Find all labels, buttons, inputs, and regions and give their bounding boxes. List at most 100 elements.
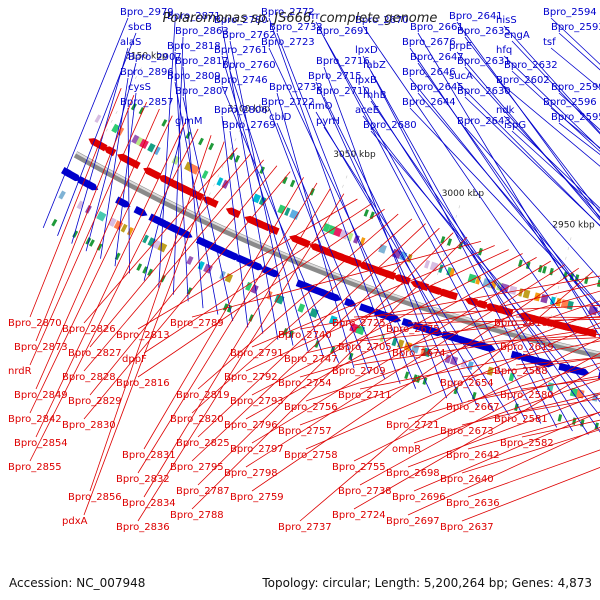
backbone-arc [73, 151, 600, 359]
leader-line-reverse [461, 392, 600, 426]
gene-label-forward: Bpro_2643 [457, 116, 511, 127]
gene-label-reverse: Bpro_2829 [68, 396, 122, 407]
cog-block [108, 217, 117, 227]
rna-mark [330, 346, 336, 354]
gene-label-reverse: Bpro_2834 [122, 498, 176, 509]
gene-label-reverse: Bpro_2724 [332, 510, 386, 521]
cog-block [508, 285, 518, 296]
gene-label-reverse: nrdR [8, 366, 32, 377]
kbp-label: 3000 kbp [442, 189, 485, 199]
gene-label-forward: Bpro_2723 [261, 37, 315, 48]
leader-line-forward [221, 25, 279, 340]
gene-label-reverse: Bpro_2820 [170, 414, 224, 425]
gene-label-forward: Bpro_2599 [551, 82, 600, 93]
gene-label-reverse: Bpro_2836 [116, 522, 170, 533]
rna-mark [369, 211, 375, 220]
gene-label-forward: ndk [496, 105, 515, 116]
gene-label-forward: frr [308, 11, 320, 22]
cog-block [446, 266, 452, 276]
leader-line-forward [71, 47, 129, 244]
cog-block [274, 294, 285, 305]
gene-label-forward: Bpro_2722 [261, 97, 315, 108]
gene-label-reverse: Bpro_2697 [386, 516, 440, 527]
gene-label-forward: Bpro_2676 [402, 37, 456, 48]
leader-line-reverse [35, 122, 186, 438]
leader-line-reverse [191, 218, 413, 414]
forward-gene [401, 318, 415, 328]
leader-line-reverse [467, 411, 600, 450]
leader-line-forward [323, 66, 448, 399]
cog-block [157, 242, 168, 253]
rna-mark [198, 137, 204, 146]
leader-line-forward [42, 17, 129, 229]
rna-mark [440, 236, 446, 244]
gene-label-reverse: Bpro_2757 [278, 426, 332, 437]
leader-line-reverse [353, 366, 600, 510]
gene-label-reverse: Bpro_2828 [62, 372, 116, 383]
gene-label-forward: lpxD [355, 45, 378, 56]
gene-label-forward: Bpro_2818 [167, 41, 221, 52]
rna-mark [422, 377, 428, 385]
rna-mark [542, 266, 547, 274]
label-leader-lines [29, 17, 600, 522]
gene-label-reverse: Bpro_2813 [116, 330, 170, 341]
forward-gene [358, 303, 378, 315]
forward-gene [222, 248, 241, 261]
cog-block [94, 114, 102, 124]
kbp-ticks: 3150 kbp 3100 kbp 3050 kbp 3000 kbp 2950 kbp… [94, 52, 595, 331]
leader-line-reverse [137, 208, 385, 378]
forward-gene [83, 179, 99, 191]
cog-block [120, 223, 128, 233]
gene-label-reverse: Bpro_2737 [278, 522, 332, 533]
gene-label-reverse: Bpro_2842 [8, 414, 62, 425]
gene-label-forward: Bpro_2715 [308, 71, 362, 82]
cog-block [549, 296, 556, 306]
gene-label-forward: aceE [355, 105, 379, 116]
leader-line-reverse [413, 333, 600, 348]
cog-block [147, 237, 156, 247]
rna-mark [289, 179, 296, 188]
reverse-gene [88, 138, 108, 152]
gene-label-forward: Bpro_2760 [222, 60, 276, 71]
genome-backbone [73, 151, 600, 359]
kbp-label: 2950 kbp [552, 221, 595, 231]
gene-label-reverse: Bpro_2705 [338, 342, 392, 353]
cog-block [289, 209, 300, 220]
leader-line-forward [464, 126, 600, 280]
rna-mark [557, 414, 563, 422]
leader-line-reverse [137, 193, 345, 522]
leader-line-forward [409, 107, 600, 308]
rna-mark [363, 209, 369, 217]
leader-line-forward [370, 130, 600, 403]
cog-block [355, 325, 366, 336]
cog-block [379, 333, 386, 343]
leader-line-reverse [197, 223, 426, 438]
summary-text: Topology: circular; Length: 5,200,264 bp… [261, 576, 592, 590]
forward-gene [133, 205, 148, 217]
rna-mark [574, 274, 580, 282]
cog-block [126, 226, 134, 236]
leader-line-forward [362, 55, 558, 428]
gene-label-reverse: Bpro_2755 [332, 462, 386, 473]
gene-label-forward: ispG [504, 120, 526, 131]
leader-line-forward [221, 115, 249, 328]
leader-line-reverse [407, 393, 600, 468]
leader-line-reverse [191, 236, 468, 510]
gene-label-forward: engA [504, 30, 530, 41]
leader-line-reverse [299, 290, 600, 378]
gene-label-reverse: ompR [392, 444, 421, 455]
leader-line-reverse [191, 241, 482, 318]
leader-line-forward [503, 115, 600, 209]
leader-line-reverse [143, 203, 372, 354]
gene-label-reverse: Bpro_2725 [332, 318, 386, 329]
leader-line-forward [323, 36, 542, 424]
gene-label-reverse: Bpro_2698 [386, 468, 440, 479]
gene-label-reverse: Bpro_2825 [176, 438, 230, 449]
cog-block [359, 237, 366, 246]
cog-block [410, 343, 420, 354]
rna-mark [518, 259, 523, 268]
gene-label-reverse: Bpro_2654 [440, 378, 494, 389]
gene-label-reverse: Bpro_2759 [230, 492, 284, 503]
rna-mark [130, 102, 137, 111]
leader-line-reverse [407, 318, 600, 324]
